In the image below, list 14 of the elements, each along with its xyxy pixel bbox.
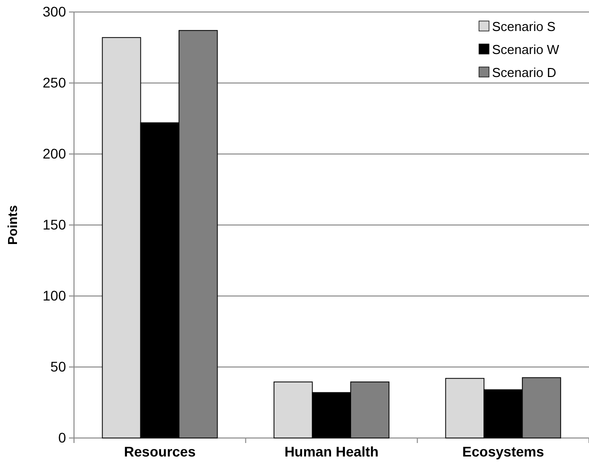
y-tick-label: 300 (42, 3, 66, 20)
x-tick-label: Human Health (284, 443, 379, 460)
y-tick-label: 150 (42, 216, 66, 232)
x-tick-label: Resources (124, 443, 196, 460)
y-tick-label: 200 (42, 145, 66, 162)
y-tick-label: 50 (50, 358, 66, 374)
y-tick-label: 250 (42, 74, 66, 90)
legend-label: Scenario W (492, 42, 560, 57)
y-axis-title: Points (5, 205, 20, 245)
legend-label: Scenario D (492, 65, 556, 80)
y-tick-label: 100 (42, 287, 66, 304)
legend-label: Scenario S (492, 19, 556, 34)
x-tick-label: Ecosystems (462, 443, 544, 460)
y-tick-label: 0 (58, 429, 66, 446)
